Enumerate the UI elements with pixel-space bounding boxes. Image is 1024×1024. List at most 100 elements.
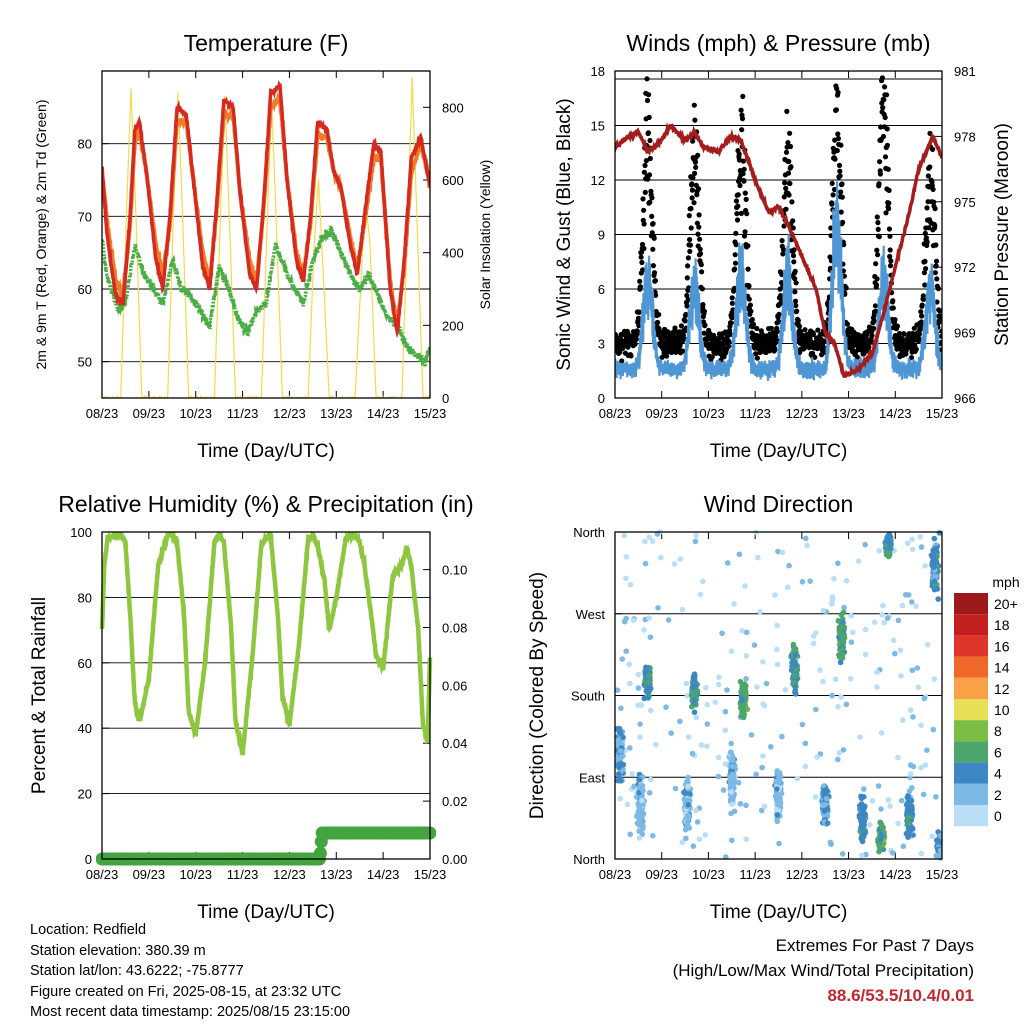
gust-point [827, 265, 834, 271]
extremes-title: Extremes For Past 7 Days [775, 936, 974, 955]
gust-point [684, 292, 690, 299]
humidity-panel: Relative Humidity (%) & Precipitation (i… [29, 491, 474, 923]
direction-point [773, 806, 780, 813]
gust-point [923, 266, 929, 272]
direction-point [626, 661, 632, 668]
direction-point [878, 730, 885, 736]
gust-point [680, 348, 686, 354]
y2-tick-label: 972 [954, 260, 976, 275]
gust-point [650, 221, 656, 227]
gust-point [913, 346, 919, 352]
direction-point [790, 679, 797, 686]
direction-point [739, 696, 745, 702]
gust-point [638, 254, 644, 260]
direction-point [685, 734, 692, 740]
gust-point [938, 333, 942, 339]
gust-point [640, 267, 646, 273]
gust-point [639, 259, 645, 266]
gust-point [633, 336, 639, 342]
direction-point [862, 829, 869, 836]
gust-point [922, 282, 928, 288]
direction-point [898, 673, 904, 679]
direction-point [623, 554, 630, 560]
gust-point [697, 246, 703, 252]
direction-point [683, 835, 689, 842]
gust-point [932, 270, 939, 276]
gust-point [641, 245, 647, 252]
direction-point [691, 709, 698, 715]
gust-point [884, 92, 890, 98]
y2-tick-label: 0.02 [442, 794, 467, 809]
gust-point [689, 181, 695, 187]
direction-point [759, 764, 765, 771]
direction-point [804, 542, 810, 549]
gust-point [880, 133, 887, 140]
direction-point [698, 742, 705, 748]
direction-point [879, 611, 885, 618]
direction-point [704, 721, 711, 727]
gust-point [741, 233, 748, 239]
gust-point [768, 325, 775, 331]
direction-point [629, 771, 635, 777]
gust-point [646, 172, 653, 178]
gust-point [890, 298, 896, 304]
gust-point [896, 330, 903, 337]
gust-point [738, 107, 744, 113]
direction-point [725, 560, 731, 566]
station-elevation: Station elevation: 380.39 m [30, 942, 206, 959]
gust-point [746, 283, 752, 289]
gust-point [832, 156, 838, 162]
gust-point [838, 189, 844, 195]
direction-point [821, 808, 828, 814]
direction-point [908, 771, 914, 777]
direction-point [685, 783, 691, 790]
direction-point [933, 545, 940, 551]
gust-point [646, 114, 652, 120]
direction-point [859, 818, 866, 825]
direction-point [743, 653, 750, 659]
direction-point [646, 534, 653, 540]
direction-point [906, 820, 912, 827]
direction-point [881, 619, 887, 626]
gust-point [735, 203, 741, 209]
direction-point [693, 807, 699, 814]
direction-point [645, 679, 652, 685]
gust-point [641, 221, 647, 227]
gust-point [880, 59, 885, 64]
direction-point [858, 793, 864, 800]
x-tick-label: 08/23 [599, 867, 632, 882]
gust-point [890, 305, 896, 311]
direction-point [760, 659, 766, 665]
gust-point [685, 297, 691, 303]
legend-swatch [954, 699, 988, 721]
direction-point [895, 754, 901, 761]
direction-point [860, 833, 867, 840]
direction-point [930, 726, 937, 733]
y2-tick-label: 0.10 [442, 563, 467, 578]
direction-point [739, 628, 745, 634]
direction-point [740, 706, 747, 712]
gust-point [791, 247, 797, 253]
direction-point [683, 680, 690, 687]
x-tick-label: 10/23 [692, 406, 725, 421]
direction-point [869, 798, 876, 804]
gust-point [792, 289, 798, 295]
direction-point [682, 790, 689, 796]
direction-point [774, 622, 780, 629]
gust-point [780, 247, 787, 253]
direction-point [836, 750, 842, 756]
gust-point [697, 251, 704, 257]
gust-point [880, 105, 886, 111]
gust-point [649, 213, 655, 219]
gust-point [687, 248, 693, 254]
gust-point [619, 358, 625, 364]
direction-point [934, 837, 940, 843]
gust-point [925, 199, 931, 205]
gust-point [871, 325, 877, 332]
direction-point [910, 546, 916, 553]
legend-label: 10 [994, 702, 1010, 718]
x-tick-label: 13/23 [832, 406, 865, 421]
station-location: Location: Redfield [30, 922, 147, 938]
direction-point [620, 761, 627, 768]
gust-point [933, 242, 939, 248]
